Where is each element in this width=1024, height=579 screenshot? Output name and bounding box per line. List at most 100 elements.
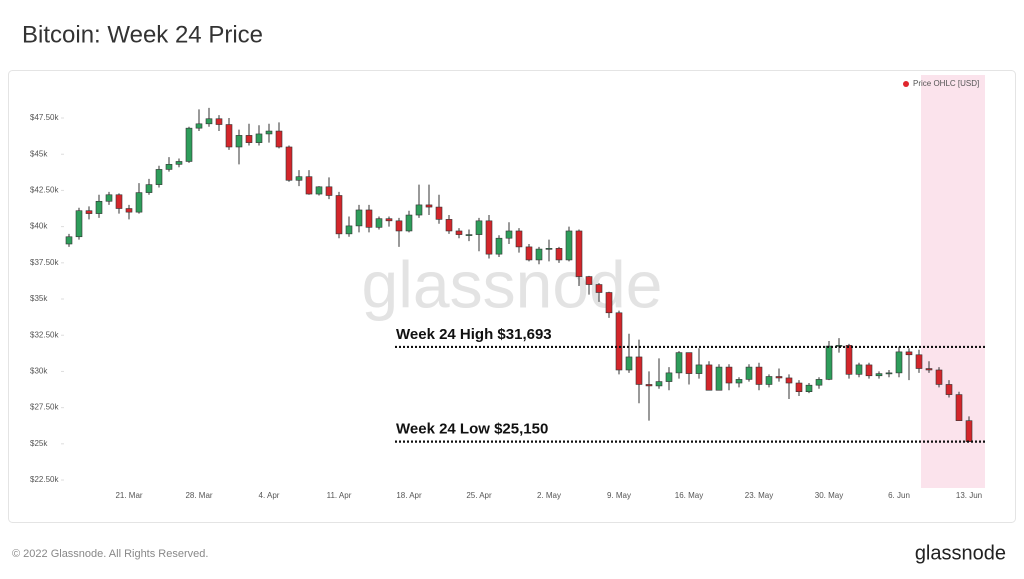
candle-body [165, 164, 173, 170]
candle-body [235, 135, 243, 148]
candle-body [265, 130, 273, 135]
candle-body [525, 246, 533, 261]
candle-body [205, 118, 213, 125]
candle-body [695, 364, 703, 374]
candle-body [595, 284, 603, 293]
x-tick-label: 30. May [815, 491, 843, 500]
candle-body [65, 236, 73, 245]
candle-body [845, 345, 853, 375]
candle-body [645, 384, 653, 387]
candle-body [455, 230, 463, 235]
candle-body [885, 372, 893, 375]
candle-body [665, 372, 673, 382]
candle-body [365, 209, 373, 228]
candle-body [185, 127, 193, 162]
candle-body [275, 130, 283, 148]
candle-body [415, 204, 423, 216]
candle-body [345, 225, 353, 235]
candle-body [195, 123, 203, 129]
x-tick-label: 6. Jun [888, 491, 910, 500]
candle-body [225, 124, 233, 148]
candle-body [945, 384, 953, 395]
candle-body [775, 376, 783, 379]
annotation-label: Week 24 High $31,693 [396, 326, 552, 343]
candle-body [745, 366, 753, 380]
candle-body [615, 312, 623, 371]
candle-body [285, 146, 293, 181]
y-tick-label: $47.50k [30, 113, 59, 122]
candle-body [375, 218, 383, 228]
candle-body [795, 382, 803, 393]
x-tick-label: 9. May [607, 491, 631, 500]
candle-body [895, 351, 903, 374]
y-tick-label: $32.50k [30, 330, 59, 339]
y-tick-label: $30k [30, 367, 48, 376]
candle-body [565, 230, 573, 261]
candle-body [915, 354, 923, 369]
x-tick-label: 2. May [537, 491, 561, 500]
candle-body [855, 364, 863, 375]
candle-body [935, 369, 943, 385]
x-tick-label: 13. Jun [956, 491, 982, 500]
candle-body [295, 176, 303, 181]
candle-body [705, 364, 713, 391]
candle-body [905, 351, 913, 356]
candle-body [515, 230, 523, 248]
y-tick-label: $42.50k [30, 186, 59, 195]
candle-body [125, 208, 133, 213]
legend-label: Price OHLC [USD] [913, 79, 979, 88]
candle-body [955, 394, 963, 421]
y-tick-label: $40k [30, 222, 48, 231]
candle-body [545, 248, 553, 250]
candle-body [315, 186, 323, 195]
candle-body [675, 352, 683, 374]
candle-body [355, 209, 363, 227]
candle-body [625, 356, 633, 371]
chart-frame [8, 70, 1016, 523]
candle-body [75, 210, 83, 238]
candle-body [685, 352, 693, 374]
candle-body [435, 206, 443, 220]
candle-body [245, 135, 253, 143]
candle-body [755, 366, 763, 385]
candle-body [105, 194, 113, 202]
watermark: glassnode [362, 247, 663, 321]
candle-body [585, 276, 593, 285]
annotation-label: Week 24 Low $25,150 [396, 421, 548, 438]
candle-body [425, 204, 433, 208]
candle-body [255, 133, 263, 143]
candle-body [635, 356, 643, 385]
candle-body [865, 364, 873, 377]
x-tick-label: 18. Apr [396, 491, 422, 500]
candle-body [215, 118, 223, 125]
y-tick-label: $37.50k [30, 258, 59, 267]
candle-body [485, 220, 493, 255]
y-tick-label: $22.50k [30, 475, 59, 484]
candle-body [825, 345, 833, 380]
candle-body [305, 176, 313, 195]
x-tick-label: 25. Apr [466, 491, 492, 500]
chart-title: Bitcoin: Week 24 Price [22, 21, 263, 48]
candle-body [815, 379, 823, 386]
candle-body [495, 237, 503, 255]
candle-body [555, 248, 563, 261]
candle-body [85, 210, 93, 214]
candle-body [95, 200, 103, 214]
candle-body [135, 192, 143, 213]
candle-body [655, 381, 663, 387]
y-tick-label: $27.50k [30, 403, 59, 412]
x-tick-label: 16. May [675, 491, 703, 500]
candle-body [325, 186, 333, 196]
x-tick-label: 28. Mar [185, 491, 212, 500]
legend-marker [903, 81, 909, 87]
candle-body [335, 195, 343, 235]
y-tick-label: $35k [30, 294, 48, 303]
candle-body [535, 248, 543, 261]
candle-body [725, 366, 733, 384]
candle-body [475, 220, 483, 235]
candle-body [155, 169, 163, 185]
candle-body [805, 384, 813, 393]
candle-body [735, 379, 743, 384]
candle-body [605, 292, 613, 314]
